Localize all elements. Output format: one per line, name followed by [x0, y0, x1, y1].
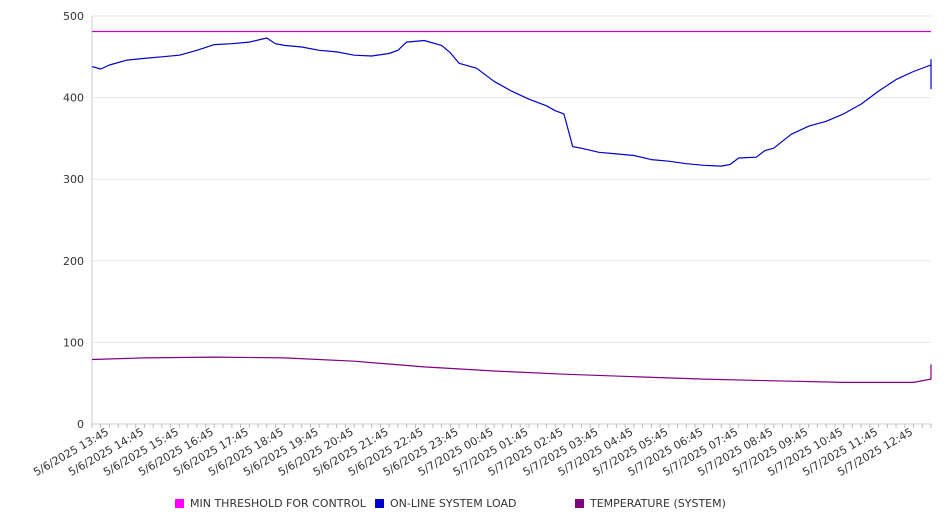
- y-tick-label-200: 200: [63, 255, 84, 268]
- x-axis-ticks: 5/6/2025 13:455/6/2025 14:455/6/2025 15:…: [31, 424, 932, 479]
- series-line-temperature-system: [91, 356, 932, 383]
- series-lines: [91, 30, 932, 383]
- y-tick-label-100: 100: [63, 336, 84, 349]
- legend-item-min-threshold[interactable]: MIN THRESHOLD FOR CONTROL: [175, 497, 366, 510]
- legend-item-temperature[interactable]: TEMPERATURE (SYSTEM): [575, 497, 726, 510]
- axes: [91, 16, 931, 425]
- y-tick-label-500: 500: [63, 10, 84, 23]
- series-line-on-line-system-load: [91, 37, 932, 167]
- legend-swatch-temperature: [575, 499, 584, 508]
- legend: MIN THRESHOLD FOR CONTROL ON-LINE SYSTEM…: [0, 497, 946, 517]
- legend-label-system-load: ON-LINE SYSTEM LOAD: [390, 497, 517, 510]
- legend-label-min-threshold: MIN THRESHOLD FOR CONTROL: [190, 497, 366, 510]
- legend-label-temperature: TEMPERATURE (SYSTEM): [590, 497, 726, 510]
- legend-item-system-load[interactable]: ON-LINE SYSTEM LOAD: [375, 497, 516, 510]
- grid-lines: [92, 15, 931, 343]
- legend-swatch-system-load: [375, 499, 384, 508]
- y-tick-label-300: 300: [63, 173, 84, 186]
- y-tick-label-0: 0: [77, 418, 84, 431]
- y-axis-ticks: 0 100 200 300 400 500: [63, 10, 84, 431]
- legend-swatch-min-threshold: [175, 499, 184, 508]
- y-tick-label-400: 400: [63, 92, 84, 105]
